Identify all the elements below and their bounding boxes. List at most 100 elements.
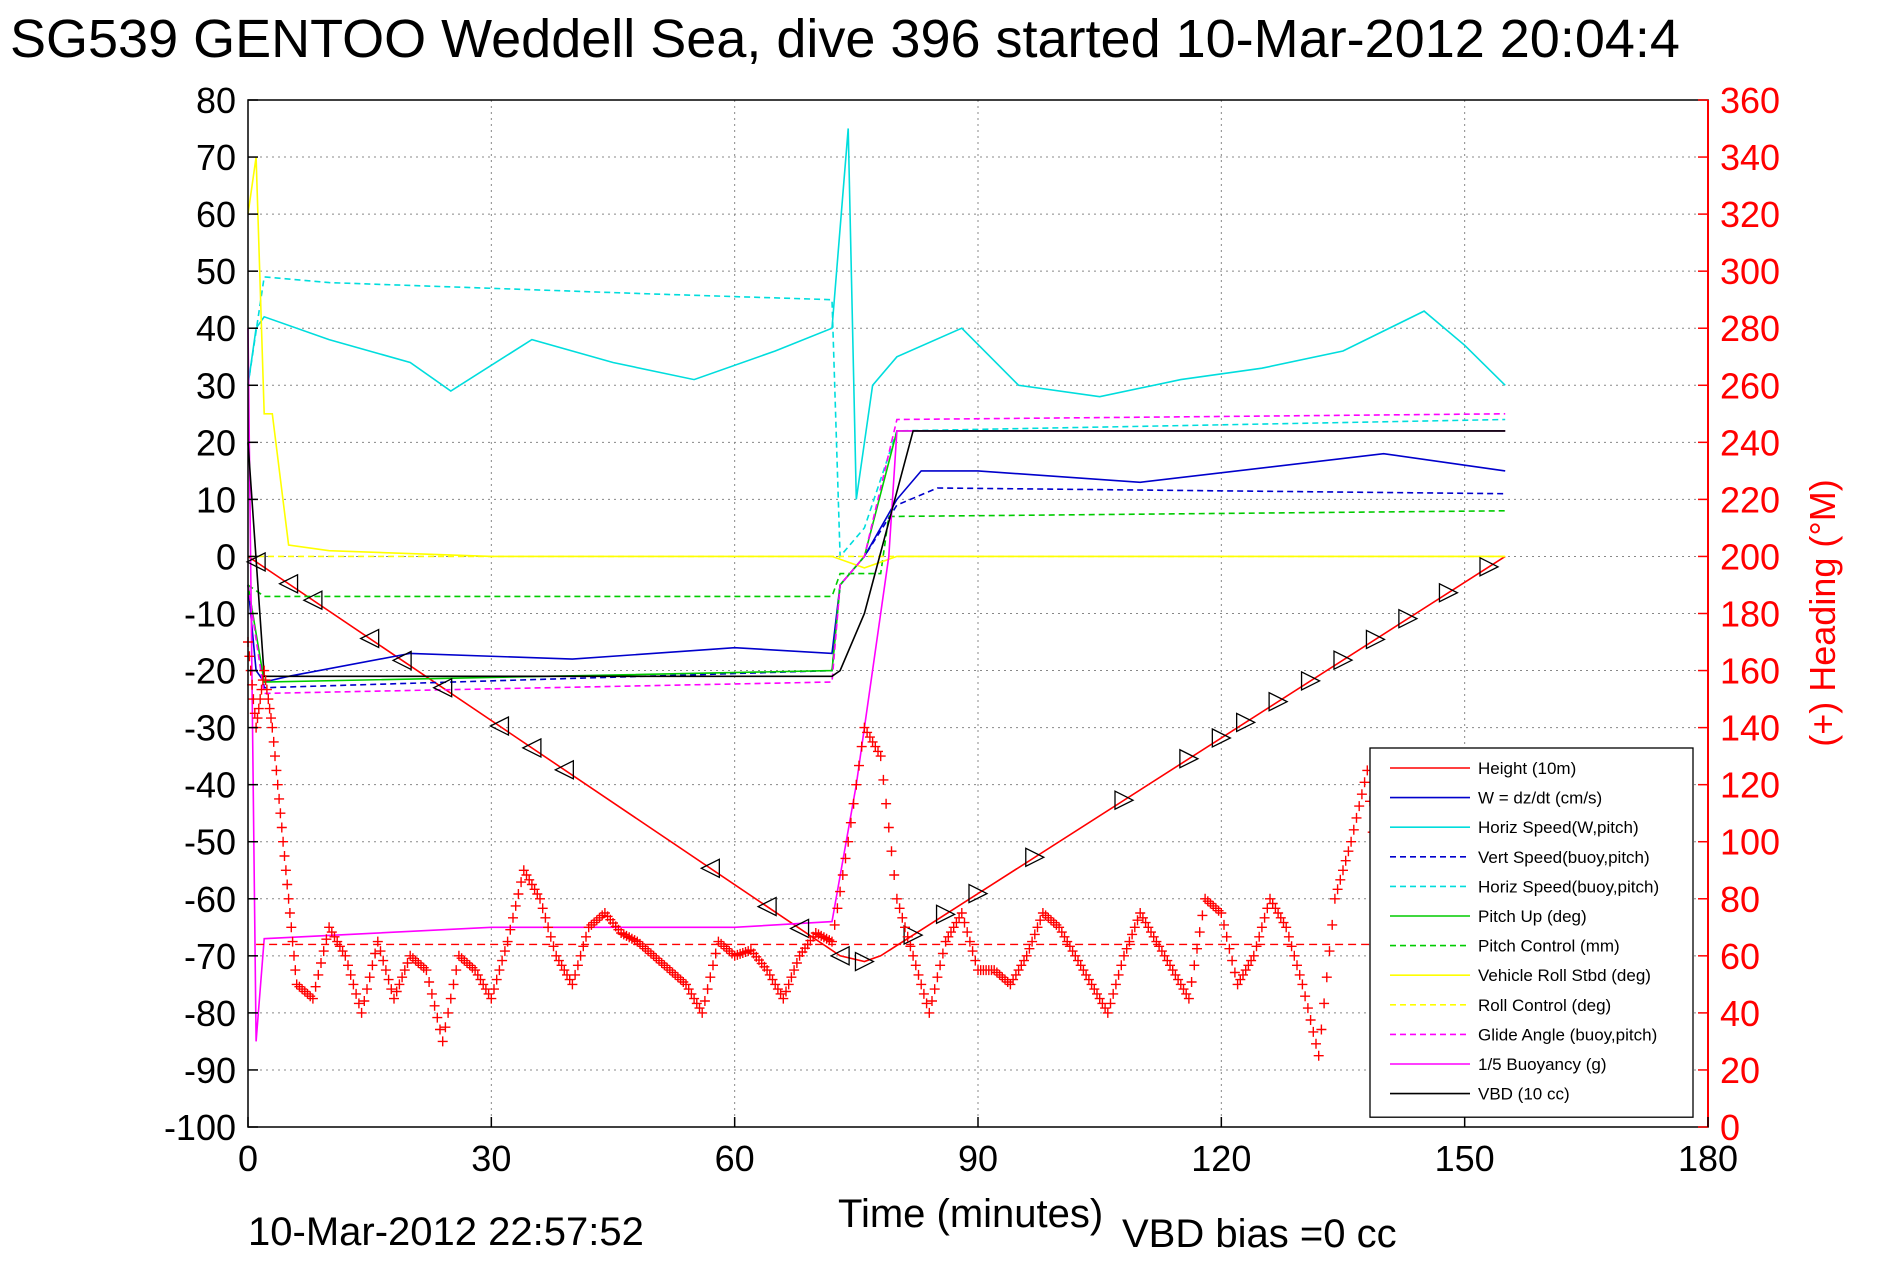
y-tick-label-left: 70: [196, 137, 236, 178]
height-marker: [488, 715, 510, 737]
y-tick-label-right: 140: [1720, 708, 1780, 749]
y-tick-label-left: -40: [184, 765, 236, 806]
height-marker: [1236, 712, 1257, 733]
x-axis-label: Time (minutes): [838, 1192, 1104, 1236]
height-marker: [1114, 790, 1135, 811]
y-tick-label-right: 180: [1720, 594, 1780, 635]
height-marker: [1300, 670, 1322, 691]
height-marker: [521, 737, 542, 758]
height-marker: [245, 551, 266, 572]
y-tick-label-right: 0: [1720, 1107, 1740, 1148]
y-tick-label-left: -80: [184, 993, 236, 1034]
y-tick-label-right: 20: [1720, 1050, 1760, 1091]
y-tick-label-right: 40: [1720, 993, 1760, 1034]
series-layer: [247, 128, 1506, 1042]
legend-label: W = dz/dt (cm/s): [1478, 789, 1602, 808]
height-marker: [968, 883, 989, 904]
legend-label: Horiz Speed(W,pitch): [1478, 818, 1639, 837]
legend-label: Vehicle Roll Stbd (deg): [1478, 966, 1651, 985]
y-tick-label-left: 20: [196, 422, 236, 463]
legend-label: Pitch Up (deg): [1478, 907, 1587, 926]
heading-markers: [243, 637, 1386, 1061]
legend: Height (10m) W = dz/dt (cm/s) Horiz Speed(…: [1369, 747, 1694, 1118]
height-marker: [553, 759, 574, 780]
height-marker: [789, 918, 810, 939]
vbd-bias: VBD bias =0 cc: [1122, 1212, 1397, 1256]
height-marker: [1365, 629, 1386, 650]
y-tick-label-left: -100: [164, 1107, 236, 1148]
y-tick-label-left: -30: [184, 708, 236, 749]
height-marker: [756, 896, 777, 917]
y-tick-label-left: -20: [184, 651, 236, 692]
y-tick-label-right: 360: [1720, 80, 1780, 121]
height-marker: [1333, 650, 1354, 671]
x-tick-label: 90: [958, 1138, 998, 1179]
chart-title: SG539 GENTOO Weddell Sea, dive 396 start…: [10, 9, 1680, 69]
y-axis-right: 3603403203002802602402202001801601401201…: [1698, 80, 1780, 1148]
y-tick-label-right: 160: [1720, 651, 1780, 692]
height-marker: [699, 858, 720, 879]
series-line-height-10m: [247, 555, 1506, 963]
height-marker: [854, 951, 875, 972]
height-marker: [278, 573, 299, 594]
height-marker: [1025, 847, 1046, 868]
y-axis-right-label: (+) Heading (°M): [1802, 479, 1843, 746]
series-line-vehicle-roll-stbd-deg: [247, 156, 1506, 569]
x-axis: 0 30 60 90 120 150 180: [238, 1117, 1738, 1179]
y-tick-label-left: -10: [184, 594, 236, 635]
y-tick-label-left: 0: [216, 536, 236, 577]
y-tick-label-right: 240: [1720, 422, 1780, 463]
legend-label: VBD (10 cc): [1478, 1085, 1570, 1104]
y-tick-label-right: 260: [1720, 365, 1780, 406]
series-line-vert-speed-buoy-pitch: [247, 487, 1506, 689]
series-line-horiz-speed-buoy-pitch: [247, 276, 1506, 559]
y-tick-label-right: 300: [1720, 251, 1780, 292]
y-tick-label-left: -50: [184, 822, 236, 863]
y-tick-label-right: 100: [1720, 822, 1780, 863]
y-tick-label-left: 10: [196, 479, 236, 520]
series-line-horiz-speed-w-pitch: [247, 128, 1506, 500]
heading-series: [243, 637, 1386, 1061]
series-line-pitch-control-mm: [247, 510, 1506, 598]
legend-label: 1/5 Buoyancy (g): [1478, 1055, 1607, 1074]
height-marker: [359, 628, 380, 649]
x-tick-label: 30: [471, 1138, 511, 1179]
y-tick-label-left: 30: [196, 365, 236, 406]
y-tick-label-left: -90: [184, 1050, 236, 1091]
legend-label: Height (10m): [1478, 759, 1576, 778]
legend-label: Vert Speed(buoy,pitch): [1478, 848, 1650, 867]
timestamp: 10-Mar-2012 22:57:52: [248, 1210, 644, 1254]
height-marker: [1179, 748, 1200, 769]
y-tick-label-left: -70: [184, 936, 236, 977]
legend-label: Horiz Speed(buoy,pitch): [1478, 877, 1659, 896]
legend-label: Glide Angle (buoy,pitch): [1478, 1025, 1657, 1044]
height-marker: [432, 677, 453, 698]
y-tick-label-right: 280: [1720, 308, 1780, 349]
y-tick-label-right: 340: [1720, 137, 1780, 178]
y-tick-label-right: 320: [1720, 194, 1780, 235]
series-line-glide-angle-buoy-pitch: [247, 413, 1506, 695]
y-tick-label-left: 50: [196, 251, 236, 292]
y-tick-label-right: 120: [1720, 765, 1780, 806]
height-marker: [1398, 608, 1419, 629]
legend-box: [1369, 747, 1694, 1118]
y-tick-label-left: -60: [184, 879, 236, 920]
y-tick-label-left: 80: [196, 80, 236, 121]
x-tick-label: 60: [715, 1138, 755, 1179]
y-tick-label-right: 60: [1720, 936, 1760, 977]
x-tick-label: 150: [1435, 1138, 1495, 1179]
y-tick-label-left: 40: [196, 308, 236, 349]
series-line-1-5-buoyancy-g: [247, 328, 1506, 1042]
height-marker: [1479, 556, 1500, 577]
height-marker: [302, 590, 323, 611]
height-marker: [1438, 582, 1459, 603]
y-tick-label-right: 220: [1720, 479, 1780, 520]
y-tick-label-left: 60: [196, 194, 236, 235]
x-tick-label: 180: [1678, 1138, 1738, 1179]
legend-label: Roll Control (deg): [1478, 996, 1611, 1015]
height-marker: [935, 904, 957, 925]
legend-label: Pitch Control (mm): [1478, 937, 1620, 956]
x-tick-label: 120: [1191, 1138, 1251, 1179]
height-marker: [1268, 691, 1289, 712]
y-tick-label-right: 80: [1720, 879, 1760, 920]
